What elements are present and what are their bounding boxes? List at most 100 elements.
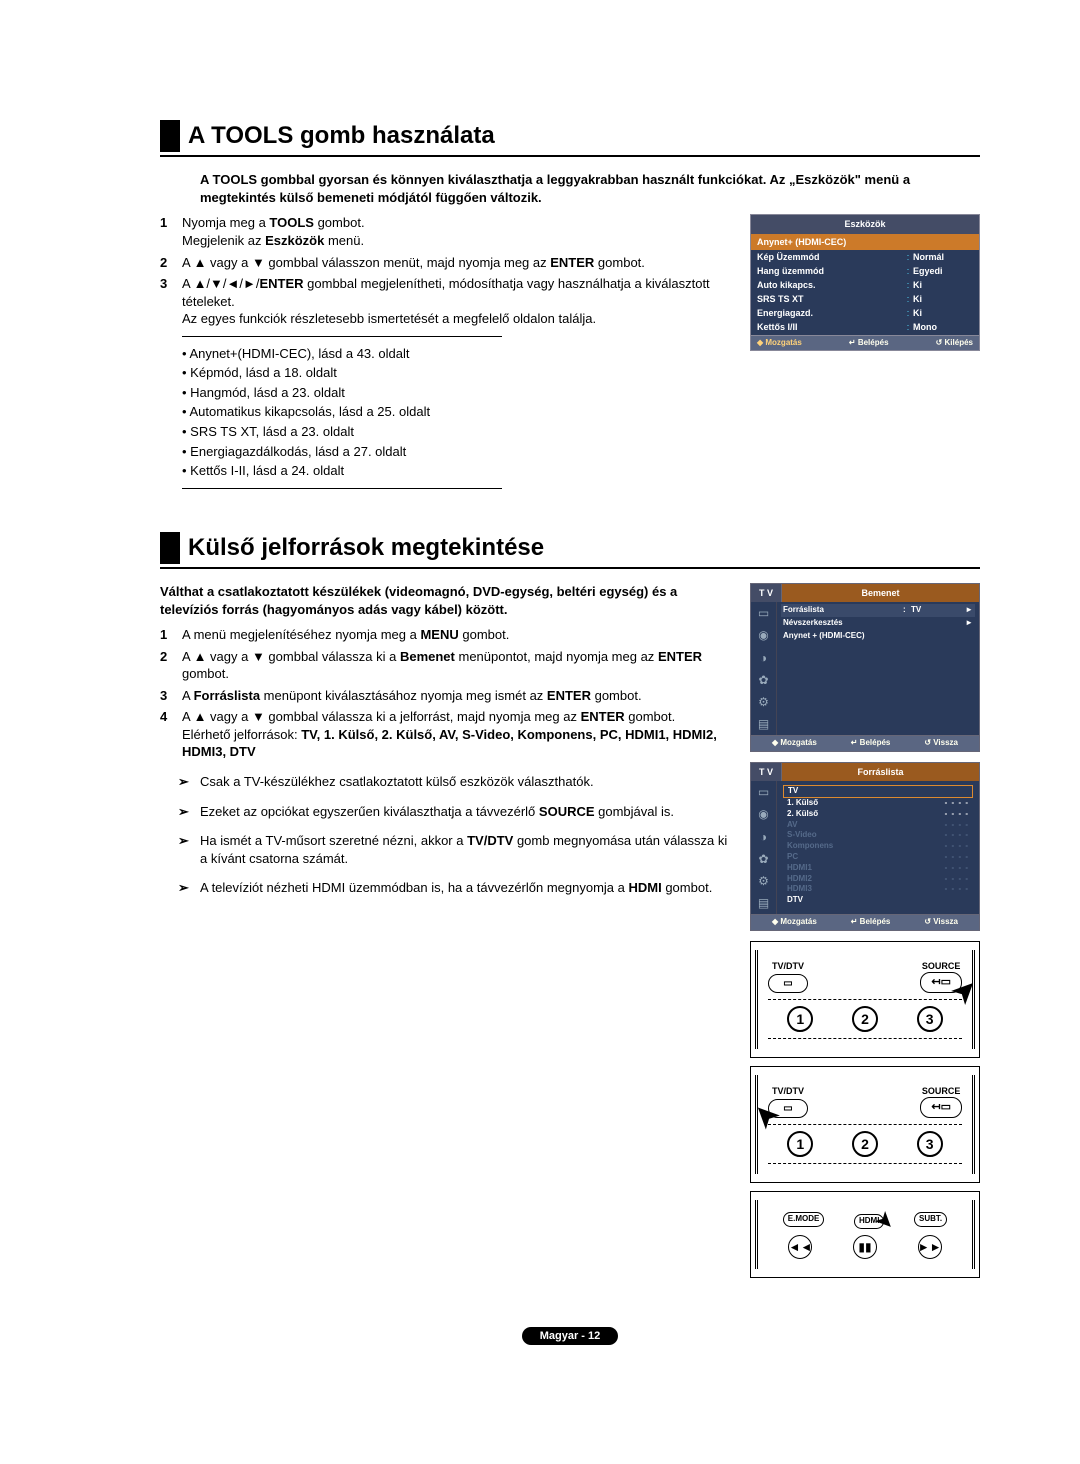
osd-row: Auto kikapcs.:Ki <box>751 278 979 292</box>
osd-list-item: PC- - - - <box>783 852 973 863</box>
step-text: A ▲ vagy a ▼ gombbal válasszon menüt, ma… <box>182 254 730 272</box>
remote-diagram-tvdtv: TV/DTV ▭ SOURCE ↤▭ ➤ 1 2 3 <box>750 941 980 1058</box>
osd-tools-menu: Eszközök Anynet+ (HDMI-CEC) Kép Üzemmód:… <box>750 214 980 351</box>
section-tools: A TOOLS gomb használata A TOOLS gombbal … <box>160 120 980 497</box>
osd-row: Kép Üzemmód:Normál <box>751 250 979 264</box>
note-item: ➢Ezeket az opciókat egyszerűen kiválaszt… <box>178 803 730 821</box>
section-title: A TOOLS gomb használata <box>160 120 980 152</box>
bullet-item: • Anynet+(HDMI-CEC), lásd a 43. oldalt <box>182 345 502 363</box>
note-text: A televíziót nézheti HDMI üzemmódban is,… <box>200 879 730 897</box>
step-number: 4 <box>160 708 182 761</box>
osd-row: Forráslista:TV► <box>781 604 975 617</box>
page-number: Magyar - 12 <box>522 1327 619 1345</box>
osd-icon-column: ▭◉◑✿⚙▤ <box>751 602 777 735</box>
intro-text: Válthat a csatlakoztatott készülékek (vi… <box>160 583 730 618</box>
osd-list-item: AV- - - - <box>783 820 973 831</box>
step-text: A ▲ vagy a ▼ gombbal válassza ki a Bemen… <box>182 648 730 683</box>
osd-input-menu: T V Bemenet ▭◉◑✿⚙▤ Forráslista:TV►Névsze… <box>750 583 980 752</box>
osd-list-item: Komponens- - - - <box>783 841 973 852</box>
osd-list-item: HDMI3- - - - <box>783 884 973 895</box>
remote-button-2[interactable]: 2 <box>852 1131 878 1157</box>
note-arrow-icon: ➢ <box>178 879 200 897</box>
osd-list-item: TV <box>783 785 973 798</box>
osd-row: Energiagazd.:Ki <box>751 306 979 320</box>
step-text: Nyomja meg a TOOLS gombot.Megjelenik az … <box>182 214 730 249</box>
osd-list-item: S-Video- - - - <box>783 830 973 841</box>
osd-row: Névszerkesztés► <box>781 617 975 630</box>
remote-button-pause[interactable]: ▮▮ <box>853 1235 877 1259</box>
osd-list-item: HDMI1- - - - <box>783 863 973 874</box>
remote-label-tvdtv: TV/DTV <box>768 1085 808 1097</box>
remote-button-2[interactable]: 2 <box>852 1006 878 1032</box>
note-arrow-icon: ➢ <box>178 803 200 821</box>
osd-footer: ◆ Mozgatás ↵ Belépés ↺ Vissza <box>751 735 979 751</box>
osd-tv-label: T V <box>751 763 782 781</box>
osd-title: Bemenet <box>782 584 979 602</box>
remote-diagram-tvdtv2: TV/DTV ▭ ➤ SOURCE ↤▭ 1 2 3 <box>750 1066 980 1183</box>
note-arrow-icon: ➢ <box>178 832 200 867</box>
osd-sourcelist-menu: T V Forráslista ▭◉◑✿⚙▤ TV1. Külső- - - -… <box>750 762 980 931</box>
remote-button-1[interactable]: 1 <box>787 1006 813 1032</box>
step-number: 2 <box>160 648 182 683</box>
osd-header: Eszközök <box>751 215 979 233</box>
step-number: 2 <box>160 254 182 272</box>
osd-list-item: 2. Külső- - - - <box>783 809 973 820</box>
step-text: A ▲ vagy a ▼ gombbal válassza ki a jelfo… <box>182 708 730 761</box>
step-number: 3 <box>160 275 182 328</box>
remote-label-tvdtv: TV/DTV <box>768 960 808 972</box>
step-text: A ▲/▼/◄/►/ENTER gombbal megjelenítheti, … <box>182 275 730 328</box>
remote-button-emode[interactable]: E.MODE <box>783 1212 825 1227</box>
note-text: Ha ismét a TV-műsort szeretné nézni, akk… <box>200 832 730 867</box>
section-title: Külső jelforrások megtekintése <box>160 532 980 564</box>
osd-footer: ◆ Mozgatás ↵ Belépés ↺ Kilépés <box>751 335 979 351</box>
section-sources: Külső jelforrások megtekintése Válthat a… <box>160 532 980 1286</box>
note-text: Ezeket az opciókat egyszerűen kiválaszth… <box>200 803 730 821</box>
osd-row: Anynet + (HDMI-CEC) <box>781 630 975 643</box>
step-text: A Forráslista menüpont kiválasztásához n… <box>182 687 730 705</box>
bullet-item: • SRS TS XT, lásd a 23. oldalt <box>182 423 502 441</box>
remote-button-forward[interactable]: ►► <box>918 1235 942 1259</box>
osd-row: Hang üzemmód:Egyedi <box>751 264 979 278</box>
bullet-item: • Kettős I-II, lásd a 24. oldalt <box>182 462 502 480</box>
osd-list-item: 1. Külső- - - - <box>783 798 973 809</box>
page-footer: Magyar - 12 <box>160 1326 980 1344</box>
osd-footer: ◆ Mozgatás ↵ Belépés ↺ Vissza <box>751 914 979 930</box>
note-item: ➢Ha ismét a TV-műsort szeretné nézni, ak… <box>178 832 730 867</box>
osd-highlight: Anynet+ (HDMI-CEC) <box>751 234 979 250</box>
osd-icon-column: ▭◉◑✿⚙▤ <box>751 781 777 914</box>
bullet-item: • Energiagazdálkodás, lásd a 27. oldalt <box>182 443 502 461</box>
remote-button-source[interactable]: ↤▭ <box>920 1097 962 1118</box>
remote-diagram-hdmi: E.MODE HDMI ➤ SUBT. ◄◄ ▮▮ ►► <box>750 1191 980 1278</box>
steps-list: 1A menü megjelenítéséhez nyomja meg a ME… <box>160 626 730 761</box>
note-arrow-icon: ➢ <box>178 773 200 791</box>
osd-row: SRS TS XT:Ki <box>751 292 979 306</box>
title-underline <box>160 155 980 157</box>
bullet-item: • Képmód, lásd a 18. oldalt <box>182 364 502 382</box>
note-text: Csak a TV-készülékhez csatlakoztatott kü… <box>200 773 730 791</box>
bullet-list: • Anynet+(HDMI-CEC), lásd a 43. oldalt• … <box>182 336 502 489</box>
bullet-item: • Hangmód, lásd a 23. oldalt <box>182 384 502 402</box>
osd-title: Forráslista <box>782 763 979 781</box>
osd-tv-label: T V <box>751 584 782 602</box>
remote-label-source: SOURCE <box>920 1085 962 1097</box>
remote-button-3[interactable]: 3 <box>917 1006 943 1032</box>
remote-button-3[interactable]: 3 <box>917 1131 943 1157</box>
steps-list: 1Nyomja meg a TOOLS gombot.Megjelenik az… <box>160 214 730 327</box>
remote-label-source: SOURCE <box>920 960 962 972</box>
step-number: 3 <box>160 687 182 705</box>
remote-button-1[interactable]: 1 <box>787 1131 813 1157</box>
step-number: 1 <box>160 626 182 644</box>
remote-button-subt[interactable]: SUBT. <box>914 1212 947 1227</box>
intro-text: A TOOLS gombbal gyorsan és könnyen kivál… <box>200 171 980 206</box>
remote-button-tvdtv[interactable]: ▭ <box>768 974 808 994</box>
remote-button-rewind[interactable]: ◄◄ <box>788 1235 812 1259</box>
osd-list-item: HDMI2- - - - <box>783 874 973 885</box>
note-item: ➢Csak a TV-készülékhez csatlakoztatott k… <box>178 773 730 791</box>
note-item: ➢A televíziót nézheti HDMI üzemmódban is… <box>178 879 730 897</box>
title-underline <box>160 567 980 569</box>
step-number: 1 <box>160 214 182 249</box>
osd-row: Kettős I/II:Mono <box>751 320 979 334</box>
osd-list-item: DTV <box>783 895 973 906</box>
bullet-item: • Automatikus kikapcsolás, lásd a 25. ol… <box>182 403 502 421</box>
step-text: A menü megjelenítéséhez nyomja meg a MEN… <box>182 626 730 644</box>
